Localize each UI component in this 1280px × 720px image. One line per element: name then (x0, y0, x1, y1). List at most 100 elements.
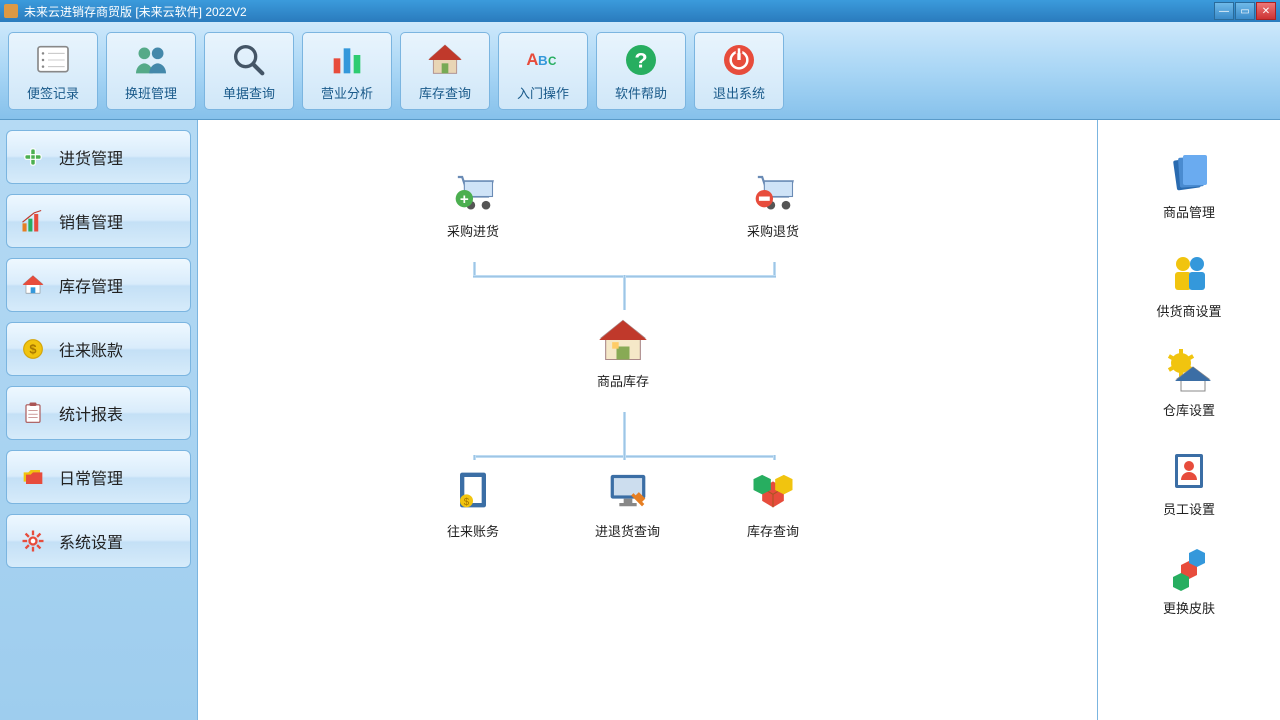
toolbar-label: 退出系统 (713, 83, 765, 102)
shift-button[interactable]: 换班管理 (106, 32, 196, 110)
connector (623, 455, 626, 460)
workflow-canvas: + 采购进货 采购退货商品库存 $ 往来账务 进退货查询 库存查询 (198, 120, 1098, 720)
chart-icon (19, 207, 47, 235)
window-title: 未来云进销存商贸版 [未来云软件] 2022V2 (24, 3, 1213, 20)
sidebar-item-purchase[interactable]: 进货管理 (6, 130, 191, 184)
ledger-icon: $ (445, 463, 501, 517)
monitor-icon (600, 463, 656, 517)
close-button[interactable]: ✕ (1256, 2, 1276, 20)
sidebar-item-sales[interactable]: 销售管理 (6, 194, 191, 248)
node-label: 采购退货 (747, 221, 799, 240)
maximize-button[interactable]: ▭ (1235, 2, 1255, 20)
toolbar: 便签记录 换班管理 单据查询 营业分析 库存查询 ABC 入门操作 ?软件帮助退出系统 (0, 22, 1280, 120)
app-icon (4, 4, 18, 18)
sidebar-label: 库存管理 (59, 273, 123, 297)
sidebar-item-reports[interactable]: 统计报表 (6, 386, 191, 440)
magnifier-icon (228, 41, 270, 79)
suppliers-icon (1162, 249, 1216, 295)
toolbar-label: 入门操作 (517, 83, 569, 102)
quick-label: 员工设置 (1163, 499, 1215, 518)
svg-text:+: + (460, 191, 469, 208)
toolbar-label: 换班管理 (125, 83, 177, 102)
flow-node-stkq[interactable]: 库存查询 (745, 463, 801, 540)
gear-icon (19, 527, 47, 555)
gearhome-icon (1162, 348, 1216, 394)
node-label: 采购进货 (447, 221, 499, 240)
connector (773, 455, 776, 460)
sidebar-label: 统计报表 (59, 401, 123, 425)
sidebar-item-daily[interactable]: 日常管理 (6, 450, 191, 504)
quick-item-staff[interactable]: 员工设置 (1162, 447, 1216, 518)
flow-node-goods[interactable]: 商品库存 (595, 313, 651, 390)
help-icon: ? (620, 41, 662, 79)
cart-plus-icon: + (445, 163, 501, 217)
plus-icon (19, 143, 47, 171)
notes-button[interactable]: 便签记录 (8, 32, 98, 110)
cart-minus-icon (745, 163, 801, 217)
sidebar-label: 往来账款 (59, 337, 123, 361)
sidebar-item-accounts[interactable]: $ 往来账款 (6, 322, 191, 376)
node-label: 商品库存 (597, 371, 649, 390)
flow-node-buyret[interactable]: 采购退货 (745, 163, 801, 240)
analysis-button[interactable]: 营业分析 (302, 32, 392, 110)
toolbar-label: 库存查询 (419, 83, 471, 102)
quick-label: 供货商设置 (1156, 301, 1221, 320)
node-label: 进退货查询 (595, 521, 660, 540)
quick-item-goodsmng[interactable]: 商品管理 (1162, 150, 1216, 221)
house-icon (424, 41, 466, 79)
flow-node-acct[interactable]: $ 往来账务 (445, 463, 501, 540)
right-panel: 商品管理供货商设置仓库设置员工设置更换皮肤 (1098, 120, 1280, 720)
sidebar-label: 销售管理 (59, 209, 123, 233)
quick-item-supplier[interactable]: 供货商设置 (1156, 249, 1221, 320)
stockq-button[interactable]: 库存查询 (400, 32, 490, 110)
toolbar-label: 营业分析 (321, 83, 373, 102)
help-button[interactable]: ?软件帮助 (596, 32, 686, 110)
blocks-icon (1162, 546, 1216, 592)
toolbar-label: 单据查询 (223, 83, 275, 102)
toolbar-label: 便签记录 (27, 83, 79, 102)
sidebar-item-settings[interactable]: 系统设置 (6, 514, 191, 568)
svg-text:C: C (548, 55, 557, 68)
svg-text:$: $ (464, 497, 470, 508)
quick-item-warehouse[interactable]: 仓库设置 (1162, 348, 1216, 419)
quick-item-skin[interactable]: 更换皮肤 (1162, 546, 1216, 617)
docquery-button[interactable]: 单据查询 (204, 32, 294, 110)
minimize-button[interactable]: — (1214, 2, 1234, 20)
quick-label: 商品管理 (1163, 202, 1215, 221)
tutorial-button[interactable]: ABC 入门操作 (498, 32, 588, 110)
svg-text:?: ? (634, 47, 647, 72)
connector (773, 262, 776, 275)
flow-node-buyin[interactable]: + 采购进货 (445, 163, 501, 240)
node-label: 库存查询 (747, 521, 799, 540)
warehouse-icon (595, 313, 651, 367)
books-icon (1162, 150, 1216, 196)
connector (473, 455, 476, 460)
sidebar: 进货管理销售管理库存管理 $ 往来账款统计报表日常管理系统设置 (0, 120, 198, 720)
sidebar-label: 日常管理 (59, 465, 123, 489)
flow-node-ioq[interactable]: 进退货查询 (595, 463, 660, 540)
svg-text:A: A (526, 50, 538, 69)
sidebar-label: 系统设置 (59, 529, 123, 553)
svg-text:$: $ (29, 342, 36, 357)
power-icon (718, 41, 760, 79)
connector (473, 262, 476, 275)
folders-icon (19, 463, 47, 491)
home-icon (19, 271, 47, 299)
node-label: 往来账务 (447, 521, 499, 540)
connector (623, 275, 626, 310)
dollar-icon: $ (19, 335, 47, 363)
sidebar-item-stock[interactable]: 库存管理 (6, 258, 191, 312)
connector (623, 412, 626, 435)
quick-label: 更换皮肤 (1163, 598, 1215, 617)
svg-text:B: B (538, 53, 548, 68)
abc-icon: ABC (522, 41, 564, 79)
connector (623, 435, 626, 455)
staff-icon (1162, 447, 1216, 493)
notebook-icon (32, 41, 74, 79)
quick-label: 仓库设置 (1163, 400, 1215, 419)
barchart-icon (326, 41, 368, 79)
people-icon (130, 41, 172, 79)
clipboard-icon (19, 399, 47, 427)
sidebar-label: 进货管理 (59, 145, 123, 169)
exit-button[interactable]: 退出系统 (694, 32, 784, 110)
